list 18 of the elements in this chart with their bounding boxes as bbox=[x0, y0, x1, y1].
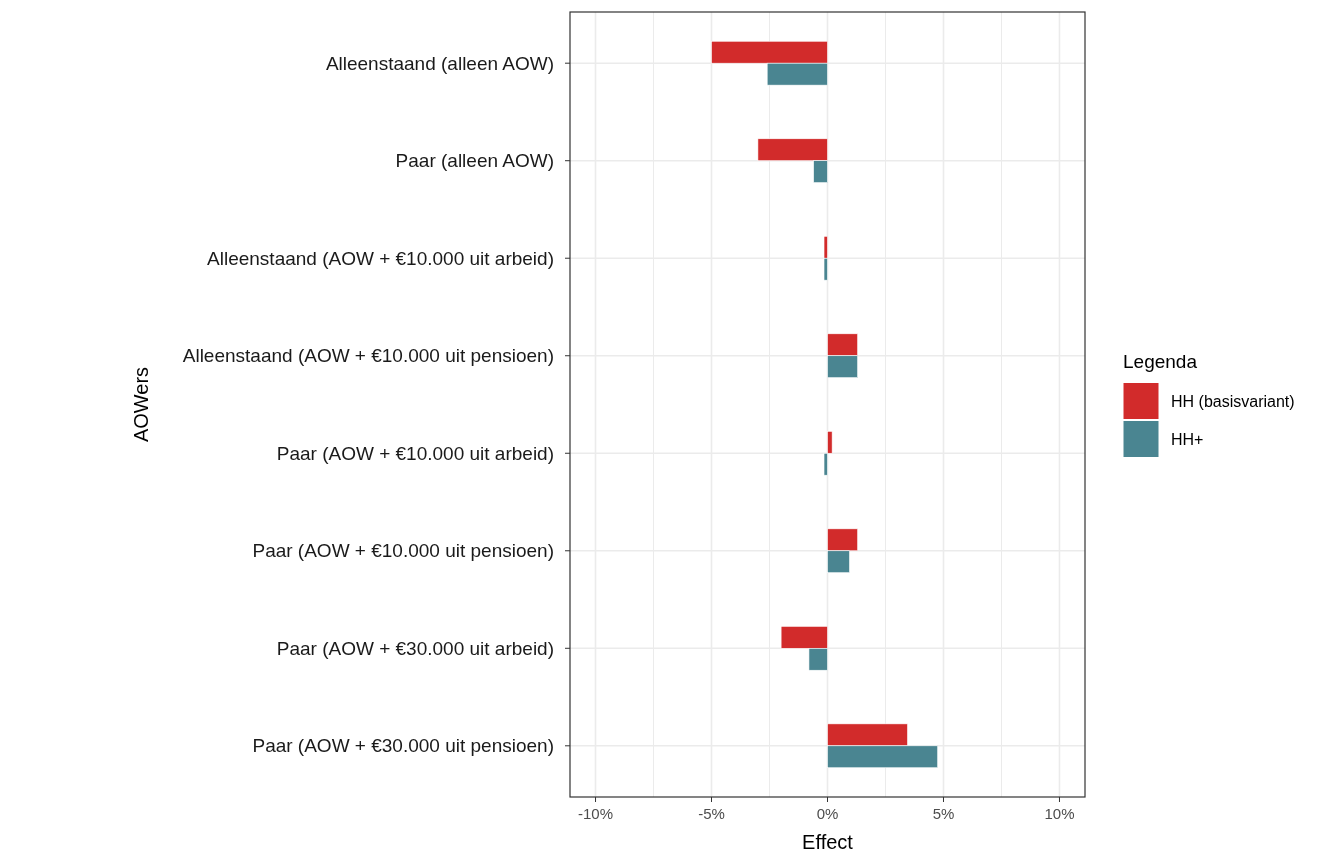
y-tick-label: Paar (AOW + €30.000 uit arbeid) bbox=[276, 637, 554, 659]
legend-label: HH (basisvariant) bbox=[1171, 393, 1295, 411]
x-tick-label: -5% bbox=[698, 805, 725, 822]
y-tick-label: Alleenstaand (AOW + €10.000 uit pensioen) bbox=[182, 345, 554, 367]
x-tick-label: 10% bbox=[1044, 805, 1075, 822]
y-tick-label: Paar (AOW + €30.000 uit pensioen) bbox=[252, 735, 554, 757]
y-tick-label: Alleenstaand (AOW + €10.000 uit arbeid) bbox=[207, 247, 554, 269]
y-tick-label: Paar (AOW + €10.000 uit pensioen) bbox=[252, 540, 554, 562]
legend-label: HH+ bbox=[1171, 431, 1204, 449]
y-tick-label: Paar (alleen AOW) bbox=[395, 150, 554, 172]
x-tick-label: -10% bbox=[578, 805, 614, 822]
x-axis-title: Effect bbox=[802, 831, 854, 853]
y-tick-label: Paar (AOW + €10.000 uit arbeid) bbox=[276, 442, 554, 464]
y-axis-title: AOWers bbox=[130, 366, 153, 443]
x-tick-label: 5% bbox=[932, 805, 955, 822]
legend-title: Legenda bbox=[1123, 350, 1198, 372]
x-tick-label: 0% bbox=[816, 805, 839, 822]
y-tick-label: Alleenstaand (alleen AOW) bbox=[325, 52, 554, 74]
